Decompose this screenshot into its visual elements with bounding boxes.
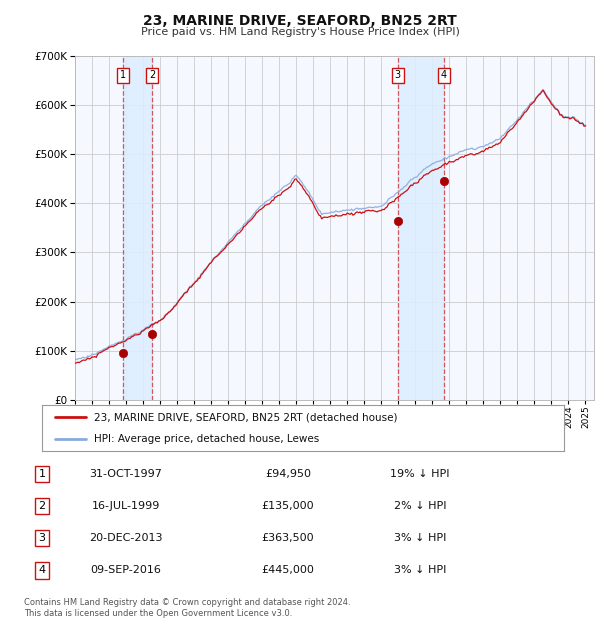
Text: £445,000: £445,000	[262, 565, 314, 575]
Text: 09-SEP-2016: 09-SEP-2016	[91, 565, 161, 575]
Text: HPI: Average price, detached house, Lewes: HPI: Average price, detached house, Lewe…	[94, 434, 319, 444]
Text: 16-JUL-1999: 16-JUL-1999	[92, 501, 160, 511]
Text: Price paid vs. HM Land Registry's House Price Index (HPI): Price paid vs. HM Land Registry's House …	[140, 27, 460, 37]
Text: £94,950: £94,950	[265, 469, 311, 479]
Bar	[398, 56, 444, 400]
Text: 3: 3	[395, 71, 401, 81]
Text: 1: 1	[38, 469, 46, 479]
Text: 2: 2	[38, 501, 46, 511]
Text: 1: 1	[120, 71, 126, 81]
Bar	[123, 56, 152, 400]
Text: 31-OCT-1997: 31-OCT-1997	[89, 469, 163, 479]
Text: 23, MARINE DRIVE, SEAFORD, BN25 2RT: 23, MARINE DRIVE, SEAFORD, BN25 2RT	[143, 14, 457, 28]
Text: 4: 4	[441, 71, 447, 81]
Text: 23, MARINE DRIVE, SEAFORD, BN25 2RT (detached house): 23, MARINE DRIVE, SEAFORD, BN25 2RT (det…	[94, 412, 398, 422]
Text: 19% ↓ HPI: 19% ↓ HPI	[390, 469, 450, 479]
Text: 4: 4	[38, 565, 46, 575]
Text: 20-DEC-2013: 20-DEC-2013	[89, 533, 163, 543]
Text: Contains HM Land Registry data © Crown copyright and database right 2024.
This d: Contains HM Land Registry data © Crown c…	[24, 598, 350, 618]
Text: 3% ↓ HPI: 3% ↓ HPI	[394, 565, 446, 575]
Text: 3: 3	[38, 533, 46, 543]
Text: 2% ↓ HPI: 2% ↓ HPI	[394, 501, 446, 511]
Text: £363,500: £363,500	[262, 533, 314, 543]
Text: £135,000: £135,000	[262, 501, 314, 511]
Text: 3% ↓ HPI: 3% ↓ HPI	[394, 533, 446, 543]
Text: 2: 2	[149, 71, 155, 81]
